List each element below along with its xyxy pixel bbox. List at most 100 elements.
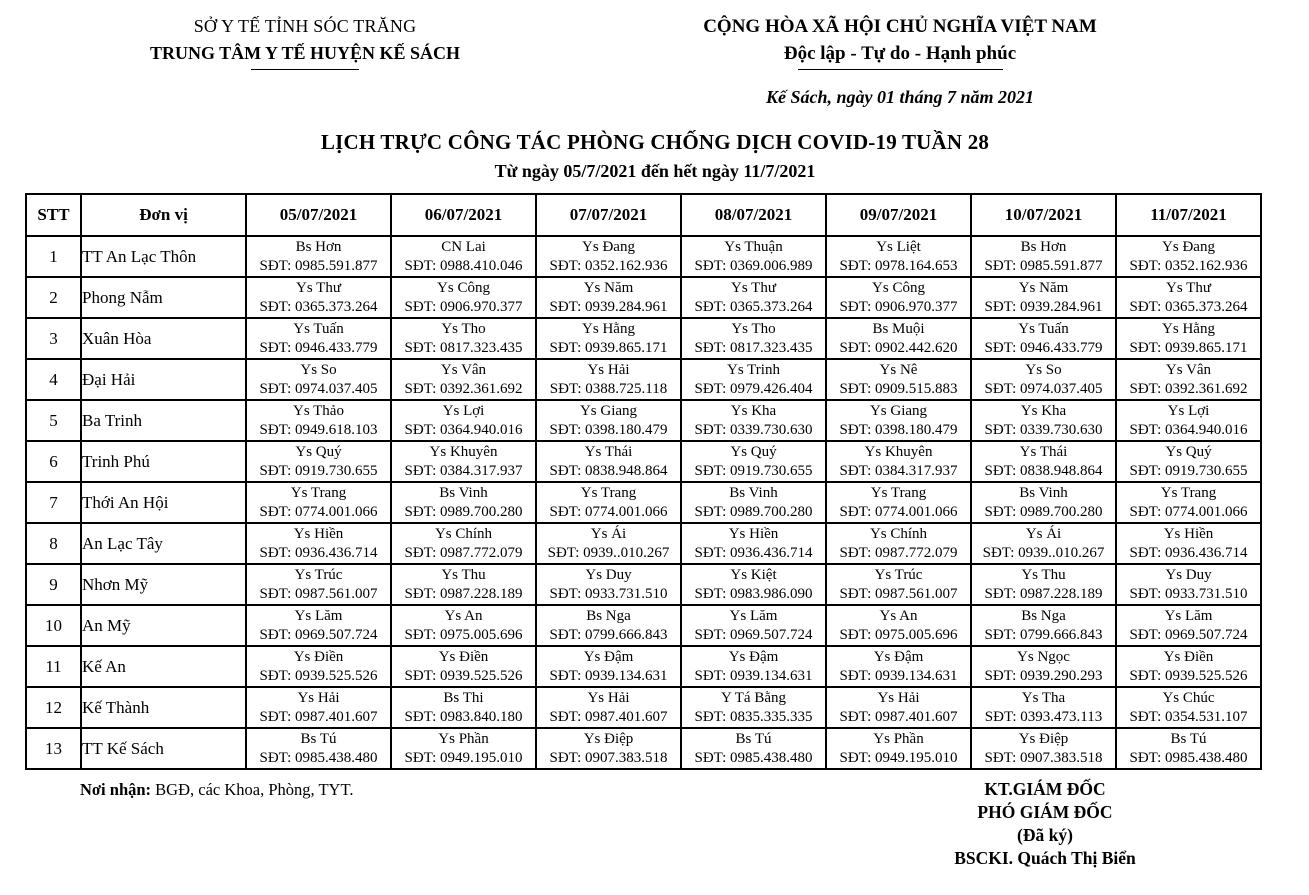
duty-shift-cell: Ys Trúc SĐT: 0987.561.007	[825, 563, 972, 606]
duty-person-name: Ys Nê	[879, 361, 918, 378]
duty-person-name: Bs Tú	[1170, 730, 1207, 747]
duty-person-phone: SĐT: 0939.525.526	[1129, 667, 1248, 684]
duty-shift-cell: Ys Trang SĐT: 0774.001.066	[825, 481, 972, 524]
duty-person-name: Ys Trang	[290, 484, 347, 501]
duty-shift-cell: Ys Năm SĐT: 0939.284.961	[535, 276, 682, 319]
duty-shift-cell: Ys Đậm SĐT: 0939.134.631	[535, 645, 682, 688]
duty-person-phone: SĐT: 0978.164.653	[839, 257, 958, 274]
duty-person-phone: SĐT: 0919.730.655	[259, 462, 378, 479]
duty-person-phone: SĐT: 0369.006.989	[694, 257, 813, 274]
duty-person-phone: SĐT: 0985.438.480	[259, 749, 378, 766]
duty-shift-cell: Ys Quý SĐT: 0919.730.655	[245, 440, 392, 483]
duty-person-phone: SĐT: 0985.438.480	[694, 749, 813, 766]
duty-shift-cell: Ys Thái SĐT: 0838.948.864	[535, 440, 682, 483]
duty-person-name: Ys Lợi	[442, 402, 485, 419]
duty-person-name: Ys Quý	[730, 443, 777, 460]
duty-person-name: Ys Lợi	[1167, 402, 1210, 419]
duty-person-name: Ys Phần	[438, 730, 489, 747]
unit-name-cell: Nhơn Mỹ	[80, 563, 247, 606]
duty-shift-cell: Ys Phần SĐT: 0949.195.010	[825, 727, 972, 770]
duty-person-phone: SĐT: 0979.426.404	[694, 380, 813, 397]
national-title: CỘNG HÒA XÃ HỘI CHỦ NGHĨA VIỆT NAM	[703, 16, 1097, 37]
duty-person-phone: SĐT: 0799.666.843	[549, 626, 668, 643]
unit-name-cell: Trinh Phú	[80, 440, 247, 483]
duty-person-name: Ys Hải	[587, 689, 630, 706]
table-row: 2 Phong Nẫm Ys Thư SĐT: 0365.373.264 Ys Công…	[25, 276, 1262, 319]
unit-name-cell: Ba Trinh	[80, 399, 247, 442]
duty-shift-cell: Ys Điền SĐT: 0939.525.526	[245, 645, 392, 688]
duty-person-name: Ys Đậm	[728, 648, 779, 665]
duty-person-phone: SĐT: 0939.525.526	[404, 667, 523, 684]
duty-person-name: Ys Duy	[585, 566, 632, 583]
duty-person-name: Ys Tha	[1021, 689, 1066, 706]
duty-person-phone: SĐT: 0365.373.264	[259, 298, 378, 315]
duty-person-name: Bs Nga	[1021, 607, 1066, 624]
duty-shift-cell: Ys Kha SĐT: 0339.730.630	[970, 399, 1117, 442]
recipients-text: BGĐ, các Khoa, Phòng, TYT.	[151, 780, 354, 799]
duty-person-name: Bs Hơn	[1020, 238, 1067, 255]
duty-shift-cell: Ys Công SĐT: 0906.970.377	[390, 276, 537, 319]
duty-shift-cell: Ys Thu SĐT: 0987.228.189	[970, 563, 1117, 606]
unit-name-cell: Xuân Hòa	[80, 317, 247, 360]
column-header: 05/07/2021	[245, 193, 392, 237]
duty-shift-cell: Ys Kiệt SĐT: 0983.986.090	[680, 563, 827, 606]
duty-person-phone: SĐT: 0774.001.066	[839, 503, 958, 520]
duty-person-name: Ys Điệp	[583, 730, 634, 747]
duty-person-phone: SĐT: 0939.284.961	[984, 298, 1103, 315]
duty-shift-cell: Ys An SĐT: 0975.005.696	[825, 604, 972, 647]
duty-person-phone: SĐT: 0987.561.007	[259, 585, 378, 602]
duty-person-phone: SĐT: 0939.865.171	[549, 339, 668, 356]
duty-person-phone: SĐT: 0939.134.631	[549, 667, 668, 684]
duty-person-phone: SĐT: 0354.531.107	[1129, 708, 1248, 725]
duty-person-phone: SĐT: 0989.700.280	[404, 503, 523, 520]
duty-shift-cell: Ys Trinh SĐT: 0979.426.404	[680, 358, 827, 401]
duty-person-name: Ys Giang	[579, 402, 638, 419]
duty-person-phone: SĐT: 0392.361.692	[1129, 380, 1248, 397]
duty-person-name: Ys Thư	[296, 279, 341, 296]
row-number-cell: 11	[25, 645, 82, 688]
national-motto: Độc lập - Tự do - Hạnh phúc	[783, 43, 1017, 64]
duty-person-phone: SĐT: 0969.507.724	[694, 626, 813, 643]
row-number-cell: 3	[25, 317, 82, 360]
issuing-agency-block: SỞ Y TẾ TỈNH SÓC TRĂNG TRUNG TÂM Y TẾ HU…	[55, 16, 555, 70]
recipients-line: Nơi nhận: BGĐ, các Khoa, Phòng, TYT.	[80, 780, 353, 800]
duty-shift-cell: Ys Tho SĐT: 0817.323.435	[390, 317, 537, 360]
duty-shift-cell: Ys Khuyên SĐT: 0384.317.937	[825, 440, 972, 483]
duty-person-phone: SĐT: 0987.772.079	[839, 544, 958, 561]
duty-person-phone: SĐT: 0835.335.335	[694, 708, 813, 725]
duty-person-phone: SĐT: 0339.730.630	[984, 421, 1103, 438]
duty-shift-cell: Bs Tú SĐT: 0985.438.480	[680, 727, 827, 770]
duty-shift-cell: Bs Nga SĐT: 0799.666.843	[535, 604, 682, 647]
duty-person-name: Ys So	[1025, 361, 1062, 378]
duty-person-name: Ys Đang	[582, 238, 635, 255]
duty-shift-cell: Ys Thư SĐT: 0365.373.264	[1115, 276, 1262, 319]
duty-shift-cell: Bs Hơn SĐT: 0985.591.877	[970, 235, 1117, 278]
duty-person-name: Y Tá Bằng	[721, 689, 786, 706]
table-row: 8 An Lạc Tây Ys Hiền SĐT: 0936.436.714 Ys Ch…	[25, 522, 1262, 565]
duty-person-name: Ys Liệt	[876, 238, 921, 255]
duty-shift-cell: Ys Hằng SĐT: 0939.865.171	[535, 317, 682, 360]
duty-shift-cell: Ys Tuấn SĐT: 0946.433.779	[245, 317, 392, 360]
duty-person-name: Ys Thảo	[293, 402, 344, 419]
duty-shift-cell: Ys Tuấn SĐT: 0946.433.779	[970, 317, 1117, 360]
duty-shift-cell: Ys Chính SĐT: 0987.772.079	[825, 522, 972, 565]
duty-person-phone: SĐT: 0398.180.479	[549, 421, 668, 438]
duty-person-name: Bs Muội	[872, 320, 925, 337]
table-head: STT Đơn vị 05/07/2021 06/07/2021 07/07/2021 0…	[25, 193, 1262, 237]
duty-person-name: Ys Đậm	[873, 648, 924, 665]
signature-signed-note: (Đã ký)	[1017, 825, 1073, 845]
duty-person-phone: SĐT: 0393.473.113	[984, 708, 1103, 725]
duty-person-name: Ys Công	[437, 279, 490, 296]
duty-shift-cell: Ys Đậm SĐT: 0939.134.631	[825, 645, 972, 688]
duty-person-name: Ys Thái	[1019, 443, 1068, 460]
duty-shift-cell: Ys Hải SĐT: 0987.401.607	[825, 686, 972, 729]
duty-person-name: Ys Hiền	[728, 525, 779, 542]
duty-person-name: Ys Điệp	[1018, 730, 1069, 747]
duty-shift-cell: Ys Thu SĐT: 0987.228.189	[390, 563, 537, 606]
duty-person-name: Ys Lăm	[1164, 607, 1213, 624]
duty-person-phone: SĐT: 0817.323.435	[404, 339, 523, 356]
duty-person-phone: SĐT: 0392.361.692	[404, 380, 523, 397]
duty-person-phone: SĐT: 0985.591.877	[984, 257, 1103, 274]
unit-name-cell: An Lạc Tây	[80, 522, 247, 565]
duty-shift-cell: Ys Lăm SĐT: 0969.507.724	[680, 604, 827, 647]
